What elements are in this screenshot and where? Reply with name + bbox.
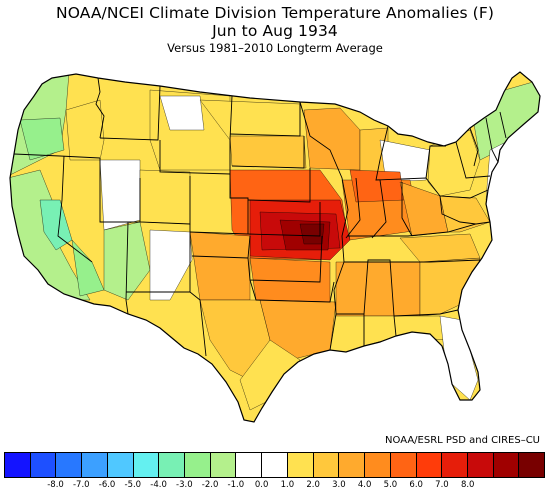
- colorbar-swatch: [390, 453, 417, 477]
- climate-division: [335, 261, 421, 317]
- climate-division: [419, 257, 481, 317]
- colorbar-tick-label: 3.0: [332, 480, 346, 490]
- colorbar-swatch: [185, 453, 211, 477]
- climate-division: [399, 233, 481, 263]
- climate-division: [149, 229, 193, 301]
- colorbar-tick-label: 7.0: [435, 480, 449, 490]
- colorbar-tick-label: 5.0: [383, 480, 398, 490]
- climate-division: [379, 139, 431, 183]
- colorbar-tick-label: 1.0: [280, 480, 295, 490]
- colorbar-swatch: [467, 453, 494, 477]
- climate-division: [229, 135, 307, 169]
- climate-division: [363, 315, 447, 347]
- colorbar-swatch: [339, 453, 366, 477]
- colorbar: [4, 452, 545, 478]
- colorbar-swatch: [107, 453, 134, 477]
- climate-division: [159, 95, 205, 131]
- climate-division: [427, 129, 481, 197]
- colorbar-swatch: [493, 453, 520, 477]
- colorbar-tick-label: 4.0: [357, 480, 372, 490]
- colorbar-swatch: [416, 453, 443, 477]
- colorbar-tick-label: -3.0: [176, 480, 193, 490]
- map-title: NOAA/NCEI Climate Division Temperature A…: [56, 4, 494, 22]
- colorbar-swatch: [159, 453, 186, 477]
- map-period: Jun to Aug 1934: [212, 22, 338, 40]
- colorbar-ticks: -8.0 -7.0 -6.0 -5.0 -4.0 -3.0 -2.0 -1.0 0.0 1.0 2.…: [0, 480, 550, 492]
- colorbar-tick-label: -4.0: [150, 480, 167, 490]
- colorbar-tick-label: 8.0: [460, 480, 475, 490]
- colorbar-swatch: [56, 453, 83, 477]
- climate-division: [19, 117, 65, 161]
- colorbar-swatch: [313, 453, 340, 477]
- map-subtitle: Versus 1981–2010 Longterm Average: [167, 41, 383, 55]
- colorbar-swatch: [210, 453, 237, 477]
- colorbar-swatch: [442, 453, 468, 477]
- climate-division: [189, 231, 251, 301]
- colorbar-swatch: [82, 453, 108, 477]
- anomaly-map: [9, 71, 541, 423]
- colorbar-swatch: [236, 453, 263, 477]
- colorbar-swatch: [287, 453, 314, 477]
- climate-division: [39, 199, 73, 251]
- colorbar-tick-label: -8.0: [47, 480, 64, 490]
- colorbar-swatch: [365, 453, 391, 477]
- colorbar-tick-label: 6.0: [409, 480, 423, 490]
- colorbar-swatch: [133, 453, 160, 477]
- colorbar-swatch: [5, 453, 31, 477]
- climate-division: [99, 159, 141, 231]
- colorbar-tick-label: 2.0: [306, 480, 320, 490]
- colorbar-swatch: [262, 453, 288, 477]
- colorbar-tick-label: -5.0: [124, 480, 142, 490]
- colorbar-tick-label: -7.0: [72, 480, 90, 490]
- credit-label: NOAA/ESRL PSD and CIRES–CU: [385, 435, 540, 446]
- colorbar-tick-label: -2.0: [201, 480, 219, 490]
- colorbar-swatch: [519, 453, 545, 477]
- colorbar-tick-label: -1.0: [227, 480, 245, 490]
- colorbar-tick-label: 0.0: [254, 480, 269, 490]
- climate-division: [239, 339, 301, 411]
- climate-division: [139, 169, 191, 225]
- climate-division: [65, 99, 105, 161]
- colorbar-swatch: [30, 453, 57, 477]
- colorbar-tick-label: -6.0: [98, 480, 116, 490]
